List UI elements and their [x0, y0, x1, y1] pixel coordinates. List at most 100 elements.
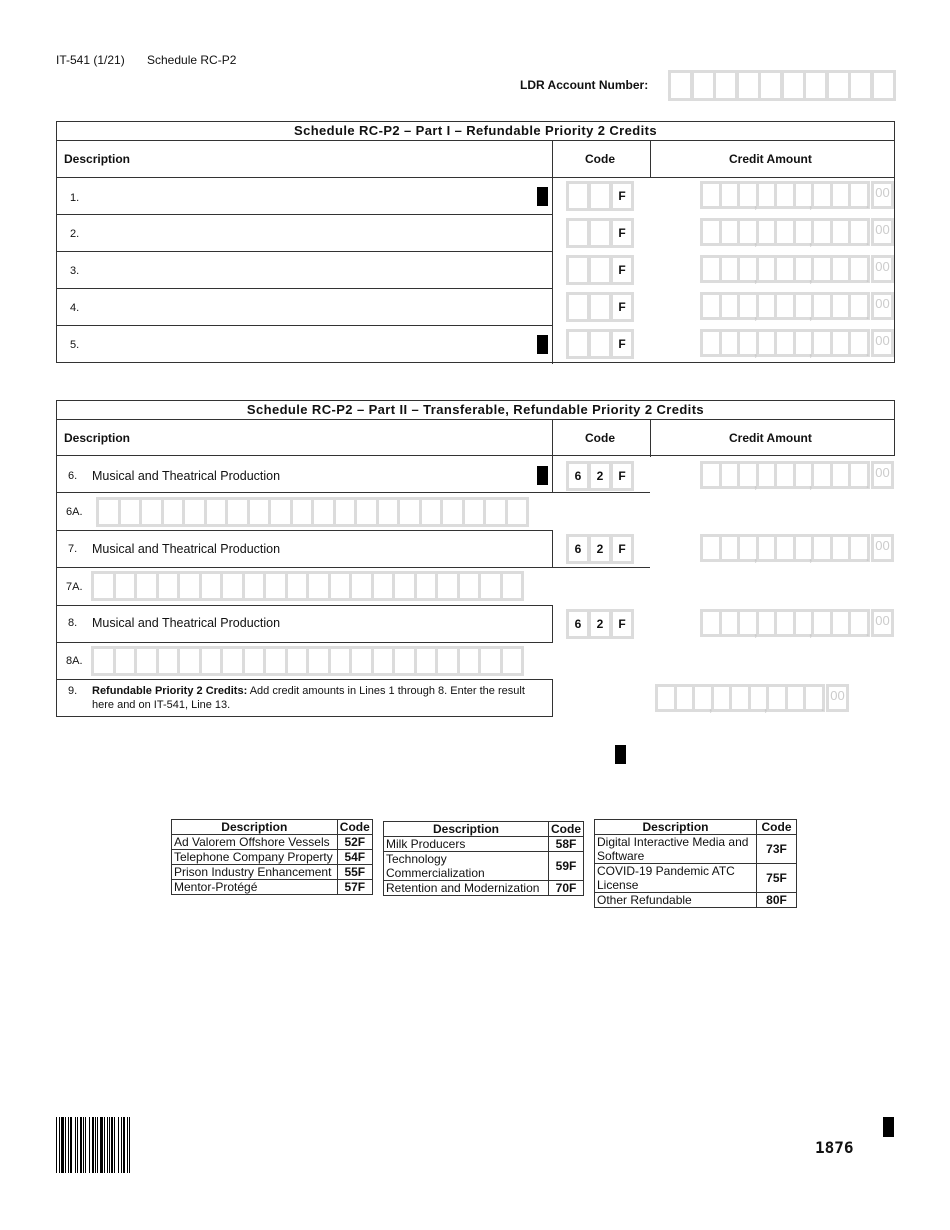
line-1-credit-amount[interactable]: ,,. 00	[700, 181, 900, 213]
character-box[interactable]	[155, 571, 180, 601]
ref-header-code: Code	[548, 821, 584, 837]
amount-digit-box[interactable]	[848, 218, 870, 246]
line-6-code-box-3: F	[610, 461, 634, 491]
line-1-code-box-1[interactable]	[566, 181, 590, 211]
line-3-credit-amount[interactable]: ,,. 00	[700, 255, 900, 287]
cents-box: 00	[871, 292, 894, 320]
ldr-digit-box[interactable]	[713, 70, 738, 101]
line-1-code-box-2[interactable]	[588, 181, 612, 211]
line-5-credit-amount[interactable]: ,,. 00	[700, 329, 900, 361]
character-box[interactable]	[284, 646, 309, 676]
line-7-code-box-1[interactable]: 6	[566, 534, 590, 564]
character-box[interactable]	[220, 571, 245, 601]
ldr-digit-box[interactable]	[668, 70, 693, 101]
line-2-code-box-1[interactable]	[566, 218, 590, 248]
amount-digit-box[interactable]	[848, 255, 870, 283]
registration-mark	[537, 187, 548, 206]
ldr-digit-box[interactable]	[690, 70, 716, 101]
code-reference-table-3: Description Code Digital Interactive Medi…	[594, 819, 797, 908]
decimal-point: .	[866, 550, 870, 564]
line-9-total-amount[interactable]: ,,. 00	[655, 684, 855, 716]
comma-separator: ,	[754, 345, 758, 359]
line-8-credit-amount[interactable]: ,,. 00	[700, 609, 900, 641]
line-2-code-box-3: F	[610, 218, 634, 248]
line-6-code-box-1[interactable]: 6	[566, 461, 590, 491]
line-7-credit-amount[interactable]: ,,. 00	[700, 534, 900, 566]
ref-code: 54F	[336, 849, 374, 865]
character-box[interactable]	[306, 571, 331, 601]
line-7a-name-input[interactable]	[91, 571, 531, 601]
line-7-code-box-3: F	[610, 534, 634, 564]
line-2-credit-amount[interactable]: ,,. 00	[700, 218, 900, 250]
ref-header-code: Code	[336, 819, 374, 835]
character-box[interactable]	[418, 497, 443, 527]
form-id: IT-541 (1/21)	[56, 53, 125, 67]
line-3-label: 3.	[70, 265, 80, 277]
character-box[interactable]	[392, 646, 417, 676]
decimal-point: .	[866, 271, 870, 285]
line-7a-label: 7A.	[66, 581, 83, 593]
character-box[interactable]	[198, 571, 223, 601]
ldr-digit-box[interactable]	[758, 70, 783, 101]
col-code: Code	[585, 431, 615, 445]
line-2-code-box-2[interactable]	[588, 218, 612, 248]
character-box[interactable]	[268, 497, 293, 527]
line-7-code-box-2[interactable]: 2	[588, 534, 612, 564]
character-box[interactable]	[177, 571, 202, 601]
comma-separator: ,	[754, 477, 758, 491]
character-box[interactable]	[392, 571, 417, 601]
amount-digit-box[interactable]	[848, 461, 870, 489]
barcode-bar	[56, 1117, 57, 1173]
line-8a-label: 8A.	[66, 655, 83, 667]
line-8a-name-input[interactable]	[91, 646, 531, 676]
ldr-digit-box[interactable]	[780, 70, 806, 101]
character-box[interactable]	[311, 497, 336, 527]
character-box[interactable]	[499, 646, 524, 676]
character-box[interactable]	[332, 497, 357, 527]
ldr-digit-box[interactable]	[848, 70, 873, 101]
ldr-digit-box[interactable]	[803, 70, 828, 101]
cents-box: 00	[871, 218, 894, 246]
ldr-digit-box[interactable]	[870, 70, 896, 101]
barcode-bar	[84, 1117, 85, 1173]
character-box[interactable]	[327, 571, 352, 601]
barcode-bar	[125, 1117, 127, 1173]
ldr-digit-box[interactable]	[735, 70, 761, 101]
character-box[interactable]	[499, 571, 524, 601]
amount-digit-box[interactable]	[848, 292, 870, 320]
barcode-bar	[107, 1117, 108, 1173]
line-6a-name-input[interactable]	[96, 497, 536, 527]
barcode-bar	[85, 1117, 86, 1173]
amount-digit-box[interactable]	[848, 181, 870, 209]
line-8-code-box-1[interactable]: 6	[566, 609, 590, 639]
character-box[interactable]	[354, 497, 379, 527]
line-6-code-box-2[interactable]: 2	[588, 461, 612, 491]
amount-digit-box[interactable]	[848, 329, 870, 357]
line-6-credit-amount[interactable]: ,,. 00	[700, 461, 900, 493]
schedule-name: Schedule RC-P2	[147, 53, 237, 67]
barcode-bar	[94, 1117, 95, 1173]
registration-mark	[537, 335, 548, 354]
line-4-code-box-1[interactable]	[566, 292, 590, 322]
line-3-code-box-1[interactable]	[566, 255, 590, 285]
col-description: Description	[64, 152, 131, 166]
ldr-digit-box[interactable]	[825, 70, 851, 101]
ref-code: 55F	[336, 864, 374, 880]
amount-digit-box[interactable]	[803, 684, 825, 712]
line-8-label: 8.	[68, 617, 78, 629]
line-5-code-box-2[interactable]	[588, 329, 612, 359]
character-box[interactable]	[155, 646, 180, 676]
line-5-code-box-1[interactable]	[566, 329, 590, 359]
character-box[interactable]	[198, 646, 223, 676]
line-3-code-box-2[interactable]	[588, 255, 612, 285]
line-4-code-box-2[interactable]	[588, 292, 612, 322]
line-8-code-box-2[interactable]: 2	[588, 609, 612, 639]
barcode-bar	[97, 1117, 98, 1173]
amount-digit-box[interactable]	[848, 609, 870, 637]
amount-digit-box[interactable]	[848, 534, 870, 562]
character-box[interactable]	[504, 497, 529, 527]
barcode-bar	[80, 1117, 82, 1173]
line-4-code-box-3: F	[610, 292, 634, 322]
line-4-credit-amount[interactable]: ,,. 00	[700, 292, 900, 324]
barcode-bar	[104, 1117, 105, 1173]
